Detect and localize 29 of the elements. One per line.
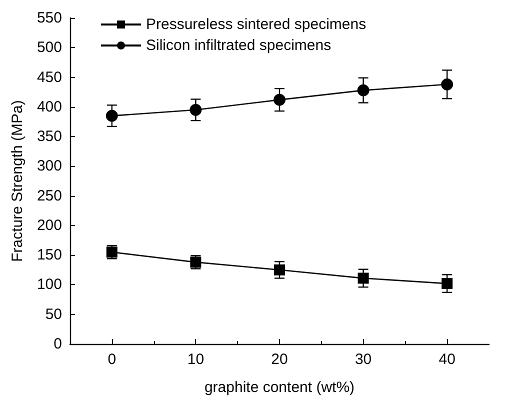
y-tick-label: 350 [36, 128, 62, 146]
y-tick-label: 450 [36, 68, 62, 86]
legend-label: Silicon infiltrated specimens [146, 37, 332, 54]
point [357, 84, 370, 96]
y-tick-label: 150 [36, 246, 62, 264]
point [441, 78, 454, 90]
point [358, 272, 369, 284]
y-axis-title: Fracture Strength (MPa) [9, 100, 26, 262]
legend-label: Pressureless sintered specimens [146, 16, 366, 33]
x-tick-label: 40 [438, 351, 456, 368]
y-tick-label: 50 [45, 306, 62, 323]
x-tick-label: 0 [108, 351, 116, 368]
y-tick-label: 550 [36, 10, 62, 26]
y-tick-label: 500 [36, 39, 62, 56]
x-tick-label: 30 [354, 351, 372, 368]
point [190, 104, 202, 116]
x-tick-label: 10 [187, 351, 204, 368]
y-tick-label: 200 [36, 216, 62, 234]
y-tick-label: 400 [36, 98, 62, 116]
y-tick-label: 0 [54, 336, 62, 352]
point [274, 94, 286, 106]
point [106, 110, 118, 122]
y-tick-label: 300 [36, 158, 62, 175]
y-tick-label: 250 [36, 187, 62, 204]
y-tick-label: 100 [36, 276, 62, 294]
point [274, 264, 285, 276]
x-tick-label: 20 [271, 351, 288, 368]
point [442, 278, 453, 290]
x-axis-title: graphite content (wt%) [204, 379, 355, 396]
